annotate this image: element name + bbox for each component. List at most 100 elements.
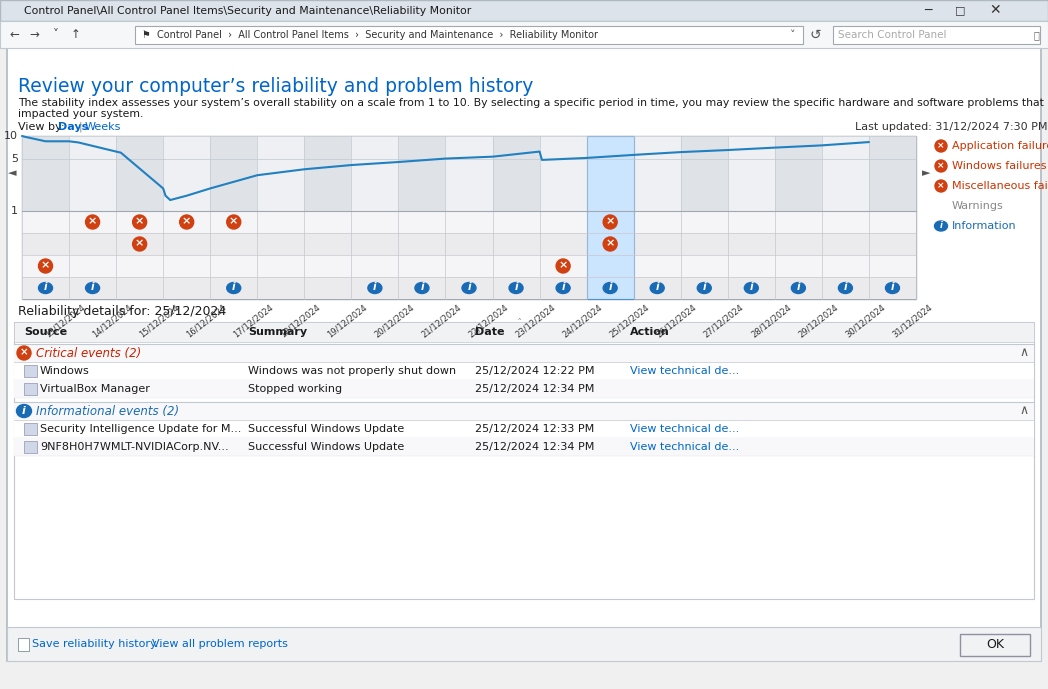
Text: Save reliability history...: Save reliability history... (32, 639, 166, 649)
Ellipse shape (368, 282, 381, 294)
Text: 28/12/2024: 28/12/2024 (749, 303, 792, 340)
Text: i: i (467, 282, 471, 293)
Text: ─: ─ (924, 4, 932, 17)
Bar (445, 136, 493, 299)
Text: Reliability details for: 25/12/2024: Reliability details for: 25/12/2024 (18, 305, 226, 318)
Bar (163, 136, 211, 299)
Bar (587, 136, 634, 299)
Circle shape (935, 160, 947, 172)
Text: Security Intelligence Update for M...: Security Intelligence Update for M... (40, 424, 241, 434)
Circle shape (179, 215, 194, 229)
Bar (22, 136, 916, 299)
Bar (869, 136, 916, 299)
Text: ←: ← (9, 28, 19, 41)
Text: i: i (22, 406, 26, 415)
Ellipse shape (556, 282, 570, 294)
Bar (727, 136, 774, 299)
Circle shape (86, 215, 100, 229)
Text: The stability index assesses your system’s overall stability on a scale from 1 t: The stability index assesses your system… (18, 98, 1048, 108)
Text: Successful Windows Update: Successful Windows Update (248, 424, 405, 434)
Ellipse shape (886, 282, 899, 294)
Text: i: i (609, 282, 612, 293)
Ellipse shape (650, 282, 664, 294)
Text: 1: 1 (10, 206, 18, 216)
Text: ×: × (135, 216, 145, 227)
Text: ↑: ↑ (71, 28, 81, 41)
Text: 🔍: 🔍 (1033, 30, 1039, 40)
Text: 22/12/2024: 22/12/2024 (467, 303, 510, 340)
Text: ×: × (230, 216, 239, 227)
Bar (24, 382, 37, 395)
Text: View by:: View by: (18, 122, 68, 132)
Text: 31/12/2024: 31/12/2024 (891, 303, 934, 340)
Text: View technical de...: View technical de... (630, 442, 739, 452)
Text: i: i (562, 282, 565, 293)
Text: 25/12/2024 12:34 PM: 25/12/2024 12:34 PM (475, 442, 594, 452)
Text: Critical events (2): Critical events (2) (36, 347, 141, 360)
Text: Summary: Summary (248, 327, 307, 337)
Text: i: i (940, 221, 942, 230)
Bar (24, 422, 37, 435)
Bar (22, 233, 916, 255)
Bar (24, 364, 37, 376)
Text: i: i (420, 282, 423, 293)
Text: ×: × (41, 260, 50, 271)
Text: i: i (373, 282, 376, 293)
Bar (833, 26, 1040, 44)
Ellipse shape (86, 282, 100, 294)
Bar (14, 344, 1034, 362)
Circle shape (133, 215, 147, 229)
Text: 9NF8H0H7WMLT-NVIDIACorp.NV...: 9NF8H0H7WMLT-NVIDIACorp.NV... (40, 442, 228, 452)
Text: ∧: ∧ (1020, 347, 1028, 360)
Ellipse shape (744, 282, 759, 294)
Circle shape (226, 215, 241, 229)
Bar (14, 362, 1034, 380)
Bar (22, 211, 916, 233)
Ellipse shape (17, 404, 31, 418)
Bar (22, 136, 69, 299)
Circle shape (17, 346, 31, 360)
Text: i: i (91, 282, 94, 293)
Text: 10: 10 (4, 131, 18, 141)
Ellipse shape (838, 282, 852, 294)
Text: VirtualBox Manager: VirtualBox Manager (40, 384, 150, 394)
Text: Weeks: Weeks (85, 122, 122, 132)
Bar (24, 440, 37, 453)
Bar (116, 136, 163, 299)
Text: Date: Date (475, 327, 504, 337)
Text: i: i (515, 282, 518, 293)
Bar (822, 136, 869, 299)
Bar (493, 136, 540, 299)
Text: Successful Windows Update: Successful Windows Update (248, 442, 405, 452)
Text: →: → (29, 28, 39, 41)
Ellipse shape (226, 282, 241, 294)
Text: 30/12/2024: 30/12/2024 (844, 303, 887, 340)
Bar (14, 322, 1034, 599)
Ellipse shape (791, 282, 805, 294)
Text: i: i (891, 282, 894, 293)
Text: View technical de...: View technical de... (630, 424, 739, 434)
Bar (14, 380, 1034, 398)
Bar (22, 277, 916, 299)
Text: 25/12/2024 12:33 PM: 25/12/2024 12:33 PM (475, 424, 594, 434)
Circle shape (604, 237, 617, 251)
Circle shape (604, 215, 617, 229)
Text: i: i (232, 282, 236, 293)
Bar (18, 638, 29, 651)
Text: ►: ► (922, 169, 931, 178)
Text: i: i (844, 282, 847, 293)
Text: 29/12/2024: 29/12/2024 (796, 303, 839, 340)
Bar (398, 136, 445, 299)
Text: 27/12/2024: 27/12/2024 (702, 303, 745, 340)
Circle shape (133, 237, 147, 251)
Text: ×: × (606, 216, 615, 227)
Ellipse shape (39, 282, 52, 294)
Text: Miscellaneous failures: Miscellaneous failures (952, 181, 1048, 191)
Text: i: i (702, 282, 706, 293)
Text: ✕: ✕ (989, 3, 1001, 17)
Circle shape (935, 140, 947, 152)
Ellipse shape (935, 221, 947, 231)
Text: i: i (796, 282, 800, 293)
Text: ×: × (559, 260, 568, 271)
Ellipse shape (697, 282, 712, 294)
